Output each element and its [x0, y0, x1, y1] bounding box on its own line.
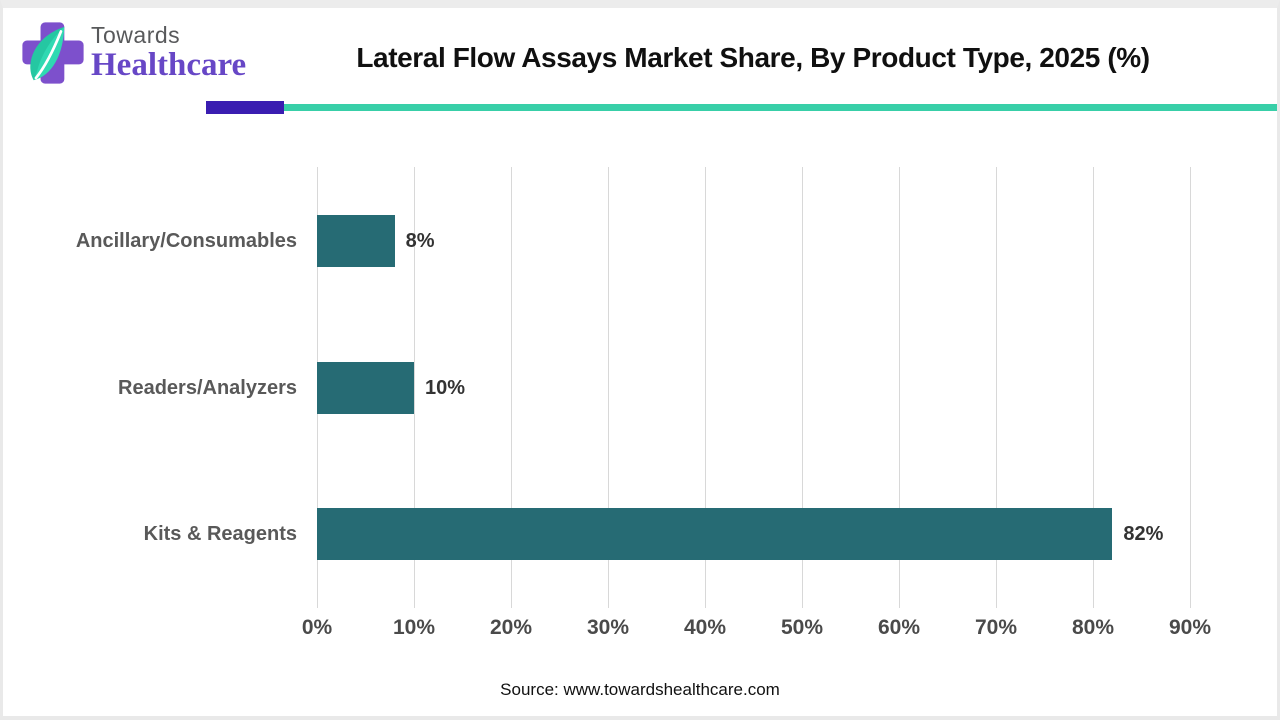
x-tick-label: 60%	[877, 616, 920, 639]
chart-title: Lateral Flow Assays Market Share, By Pro…	[356, 42, 1150, 73]
header-accent-bar	[206, 101, 284, 114]
towards-healthcare-logo: Towards Healthcare	[19, 18, 246, 88]
gridline	[1093, 167, 1094, 608]
x-tick-label: 80%	[1071, 616, 1115, 639]
x-tick-label: 90%	[1168, 616, 1212, 639]
value-label: 82%	[1123, 522, 1164, 545]
bar-row: Readers/Analyzers 10%	[3, 362, 1277, 414]
bar-track: 8%	[317, 215, 1190, 267]
x-tick-label: 40%	[683, 616, 727, 639]
x-axis: 0% 10% 20% 30% 40% 50% 60% 70% 80% 90%	[302, 616, 1211, 650]
gridline	[1190, 167, 1191, 608]
header-rule	[284, 104, 1277, 111]
value-label: 10%	[425, 376, 466, 399]
category-label: Readers/Analyzers	[118, 377, 297, 399]
x-tick-label: 50%	[780, 616, 824, 639]
category-label: Kits & Reagents	[143, 523, 297, 545]
value-label: 8%	[405, 229, 435, 252]
logo-cross-leaf-icon	[22, 22, 84, 84]
x-tick-label: 0%	[301, 616, 333, 639]
bar-row: Kits & Reagents 82%	[3, 508, 1277, 560]
gridline	[414, 167, 415, 608]
gridline	[511, 167, 512, 608]
logo-text: Towards Healthcare	[91, 24, 246, 82]
bar-track: 10%	[317, 362, 1190, 414]
bar-track: 82%	[317, 508, 1190, 560]
category-label: Ancillary/Consumables	[75, 230, 297, 252]
source-text: Source: www.towardshealthcare.com	[500, 680, 780, 699]
bar	[317, 508, 1113, 560]
bar-row: Ancillary/Consumables 8%	[3, 215, 1277, 267]
gridline	[802, 167, 803, 608]
bar	[317, 215, 395, 267]
x-tick-label: 10%	[392, 616, 436, 639]
logo-line1: Towards	[91, 22, 181, 48]
gridline	[607, 167, 609, 608]
gridline	[898, 167, 900, 608]
logo-line2: Healthcare	[91, 47, 247, 83]
gridline	[705, 167, 706, 608]
bar-chart: Ancillary/Consumables 8% Readers/Analyze…	[3, 167, 1277, 608]
x-tick-label: 20%	[489, 616, 533, 639]
bar	[317, 362, 414, 414]
x-tick-label: 30%	[586, 616, 629, 639]
x-tick-label: 70%	[974, 616, 1018, 639]
gridline	[996, 167, 997, 608]
